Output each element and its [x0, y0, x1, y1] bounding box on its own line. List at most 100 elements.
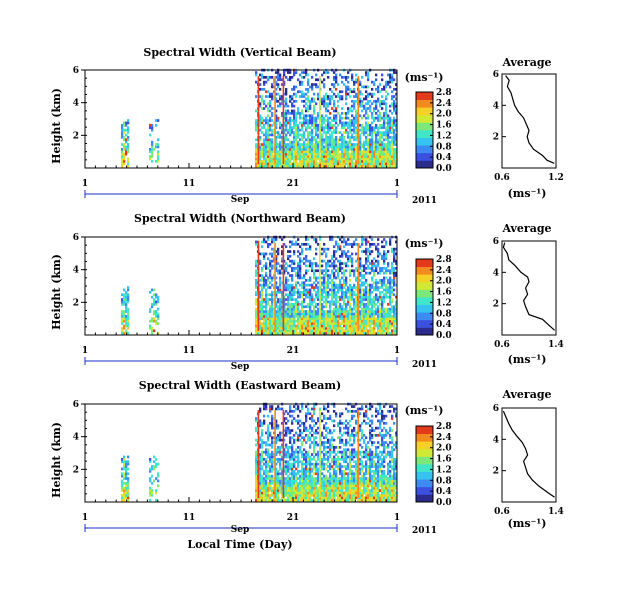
- heatmap-cell: [395, 159, 398, 163]
- heatmap-cell: [121, 298, 124, 301]
- heatmap-cell: [279, 329, 282, 333]
- heatmap-cell: [285, 417, 288, 420]
- heatmap-cell: [361, 131, 364, 134]
- heatmap-cell: [271, 453, 274, 456]
- heatmap-cell: [265, 477, 268, 480]
- heatmap-cell: [273, 290, 276, 294]
- heatmap-cell: [349, 128, 352, 132]
- heatmap-cell: [279, 302, 282, 306]
- heatmap-cell: [273, 317, 276, 321]
- heatmap-cell: [315, 493, 318, 497]
- heatmap-cell: [151, 317, 154, 321]
- heatmap-cell: [255, 123, 258, 127]
- heatmap-cell: [355, 143, 358, 146]
- heatmap-cell: [127, 460, 130, 464]
- heatmap-cell: [325, 123, 328, 127]
- heatmap-cell: [335, 121, 338, 125]
- heatmap-cell: [377, 157, 380, 161]
- heatmap-cell: [287, 78, 290, 82]
- heatmap-cell: [345, 305, 348, 309]
- heatmap-cell: [331, 155, 334, 158]
- heatmap-cell: [123, 159, 126, 163]
- heatmap-cell: [265, 405, 268, 408]
- colorbar-tick-label: 0.4: [436, 320, 452, 330]
- heatmap-cell: [303, 477, 306, 480]
- heatmap-cell: [275, 498, 278, 502]
- heatmap-cell: [335, 145, 338, 149]
- heatmap-cell: [349, 298, 352, 301]
- heatmap-cell: [325, 254, 328, 258]
- heatmap-cell: [271, 123, 274, 127]
- heatmap-cell: [287, 329, 290, 333]
- heatmap-cell: [269, 140, 272, 144]
- heatmap-cell: [261, 147, 264, 151]
- heatmap-cell: [393, 104, 396, 108]
- heatmap-cell: [307, 293, 310, 297]
- heatmap-cell: [155, 489, 158, 492]
- heatmap-cell: [315, 465, 318, 468]
- heatmap-cell: [313, 312, 316, 316]
- heatmap-cell: [317, 95, 320, 98]
- heatmap-cell: [305, 126, 308, 130]
- colorbar-unit: (ms⁻¹): [405, 237, 444, 250]
- heatmap-cell: [303, 479, 306, 483]
- x-tick-label: 11: [183, 179, 196, 189]
- heatmap-cell: [381, 107, 384, 110]
- heatmap-cell: [347, 92, 350, 96]
- heatmap-cell: [151, 155, 154, 158]
- heatmap-cell: [391, 281, 394, 285]
- heatmap-cell: [299, 324, 302, 328]
- heatmap-cell: [367, 159, 370, 163]
- heatmap-cell: [321, 114, 324, 118]
- heatmap-cell: [383, 85, 386, 89]
- heatmap-cell: [335, 240, 338, 244]
- colorbar-frame: [415, 91, 434, 169]
- heatmap-cell: [373, 92, 376, 96]
- heatmap-cell: [353, 155, 356, 158]
- heatmap-cell: [265, 474, 268, 478]
- heatmap-cell: [259, 407, 262, 411]
- heatmap-cell: [307, 438, 310, 442]
- heatmap-cell: [301, 276, 304, 280]
- average-x-tick-label: 1.2: [548, 173, 564, 183]
- heatmap-cell: [377, 242, 380, 246]
- heatmap-cell: [295, 302, 298, 306]
- heatmap-cell: [335, 329, 338, 333]
- heatmap-cell: [303, 300, 306, 304]
- heatmap-cell: [335, 128, 338, 132]
- heatmap-cell: [293, 114, 296, 118]
- heatmap-cell: [359, 104, 362, 108]
- colorbar-segment: [416, 289, 433, 298]
- heatmap-cell: [287, 489, 290, 492]
- heatmap-cell: [345, 254, 348, 258]
- heatmap-cell: [255, 73, 258, 77]
- heatmap-cell: [305, 247, 308, 251]
- heatmap-cell: [367, 99, 370, 103]
- heatmap-cell: [363, 331, 366, 335]
- heatmap-cell: [321, 290, 324, 294]
- heatmap-cell: [377, 147, 380, 151]
- heatmap-cell: [259, 472, 262, 476]
- heatmap-cell: [287, 145, 290, 149]
- heatmap-cell: [311, 128, 314, 132]
- heatmap-cell: [273, 421, 276, 425]
- heatmap-cell: [309, 455, 312, 459]
- heatmap-cell: [125, 290, 128, 294]
- heatmap-cell: [341, 293, 344, 297]
- heatmap-cell: [347, 111, 350, 115]
- heatmap-cell: [287, 271, 290, 275]
- heatmap-cell: [393, 331, 396, 335]
- heatmap-cell: [293, 262, 296, 265]
- heatmap-cell: [341, 157, 344, 161]
- heatmap-cell: [275, 324, 278, 328]
- heatmap-cell: [395, 322, 398, 325]
- heatmap-cell: [127, 131, 130, 134]
- heatmap-cell: [297, 453, 300, 456]
- heatmap-cell: [303, 453, 306, 456]
- heatmap-cell: [307, 477, 310, 480]
- heatmap-cell: [275, 331, 278, 335]
- heatmap-cell: [353, 104, 356, 108]
- heatmap-cell: [275, 462, 278, 466]
- heatmap-cell: [389, 75, 392, 79]
- heatmap-cell: [305, 481, 308, 485]
